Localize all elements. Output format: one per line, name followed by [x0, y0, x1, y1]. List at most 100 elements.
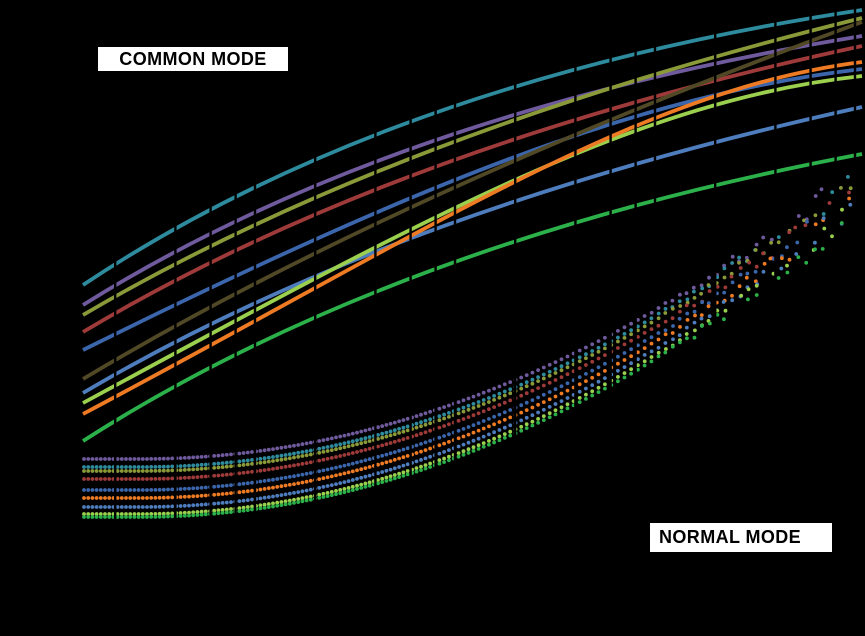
- dot: [471, 449, 476, 453]
- dot: [481, 409, 486, 414]
- dot: [423, 440, 428, 445]
- dot: [442, 424, 446, 428]
- dot: [166, 514, 170, 519]
- dot: [216, 453, 221, 458]
- dot: [590, 383, 595, 387]
- dot: [487, 400, 491, 404]
- dot: [250, 462, 254, 466]
- dot: [616, 368, 620, 373]
- dot: [376, 433, 380, 437]
- dot: [804, 260, 809, 265]
- dot: [355, 450, 359, 454]
- dot: [392, 450, 397, 454]
- dot: [536, 402, 540, 407]
- dot: [795, 240, 800, 245]
- dot: [596, 372, 601, 377]
- dot: [329, 448, 334, 452]
- dot: [355, 430, 359, 435]
- dot: [508, 387, 513, 392]
- dot: [166, 495, 170, 500]
- dot: [262, 448, 267, 453]
- dot: [603, 353, 607, 357]
- dot: [346, 479, 351, 483]
- dot: [636, 367, 640, 372]
- dot: [497, 420, 502, 424]
- dot: [258, 496, 263, 501]
- dot: [304, 461, 309, 465]
- dot: [380, 435, 385, 440]
- dot: [296, 443, 301, 447]
- dot: [237, 463, 242, 468]
- dot: [82, 488, 86, 492]
- dot: [780, 256, 784, 261]
- dot: [649, 349, 654, 354]
- dot: [161, 495, 166, 500]
- dot: [119, 477, 124, 481]
- dot: [437, 425, 442, 430]
- dot: [656, 316, 661, 321]
- dot: [346, 444, 351, 449]
- dot: [216, 461, 221, 466]
- dot: [596, 365, 601, 370]
- dot: [98, 477, 103, 481]
- dot: [392, 457, 397, 462]
- dot: [262, 479, 267, 483]
- dot: [497, 403, 502, 407]
- dot: [476, 428, 481, 433]
- dot: [90, 515, 95, 519]
- dot: [547, 373, 552, 378]
- dot: [334, 489, 338, 493]
- dot: [195, 486, 200, 490]
- dot: [541, 414, 546, 418]
- dot: [279, 465, 284, 470]
- dot: [380, 424, 385, 428]
- dot: [359, 475, 364, 480]
- dot: [178, 468, 183, 472]
- dot: [692, 303, 697, 308]
- dot: [115, 515, 120, 519]
- dot: [508, 408, 513, 412]
- dot: [723, 285, 728, 290]
- dot: [119, 512, 124, 516]
- dot: [195, 463, 200, 467]
- dot: [380, 470, 385, 474]
- dot: [170, 476, 175, 481]
- dot: [437, 443, 442, 448]
- dot: [132, 469, 137, 473]
- dot: [363, 458, 368, 463]
- dot: [437, 451, 442, 456]
- dot: [497, 428, 502, 432]
- dot: [187, 513, 191, 518]
- dot: [241, 508, 246, 513]
- dot: [536, 368, 540, 372]
- dot: [746, 287, 751, 292]
- dot: [536, 420, 540, 425]
- dot: [329, 474, 334, 479]
- dot: [524, 408, 529, 412]
- dot: [737, 284, 742, 289]
- dot: [447, 440, 451, 444]
- dot: [636, 350, 640, 355]
- dot: [359, 449, 364, 453]
- dot: [649, 341, 654, 346]
- dot: [423, 463, 428, 467]
- dot: [530, 423, 535, 428]
- dot: [338, 491, 343, 496]
- dot: [220, 465, 225, 469]
- dot: [266, 467, 271, 472]
- normal-curve-blue: [82, 219, 809, 492]
- dot: [296, 450, 301, 455]
- dot: [145, 477, 149, 481]
- dot: [153, 457, 158, 461]
- dot: [338, 481, 343, 485]
- dot: [753, 269, 758, 274]
- dot: [447, 403, 451, 408]
- dot: [699, 291, 703, 296]
- dot: [350, 488, 355, 492]
- dot: [388, 429, 393, 434]
- dot: [476, 400, 481, 404]
- dot: [699, 316, 704, 321]
- dot: [346, 452, 351, 456]
- dot: [86, 512, 91, 516]
- dot: [203, 466, 208, 471]
